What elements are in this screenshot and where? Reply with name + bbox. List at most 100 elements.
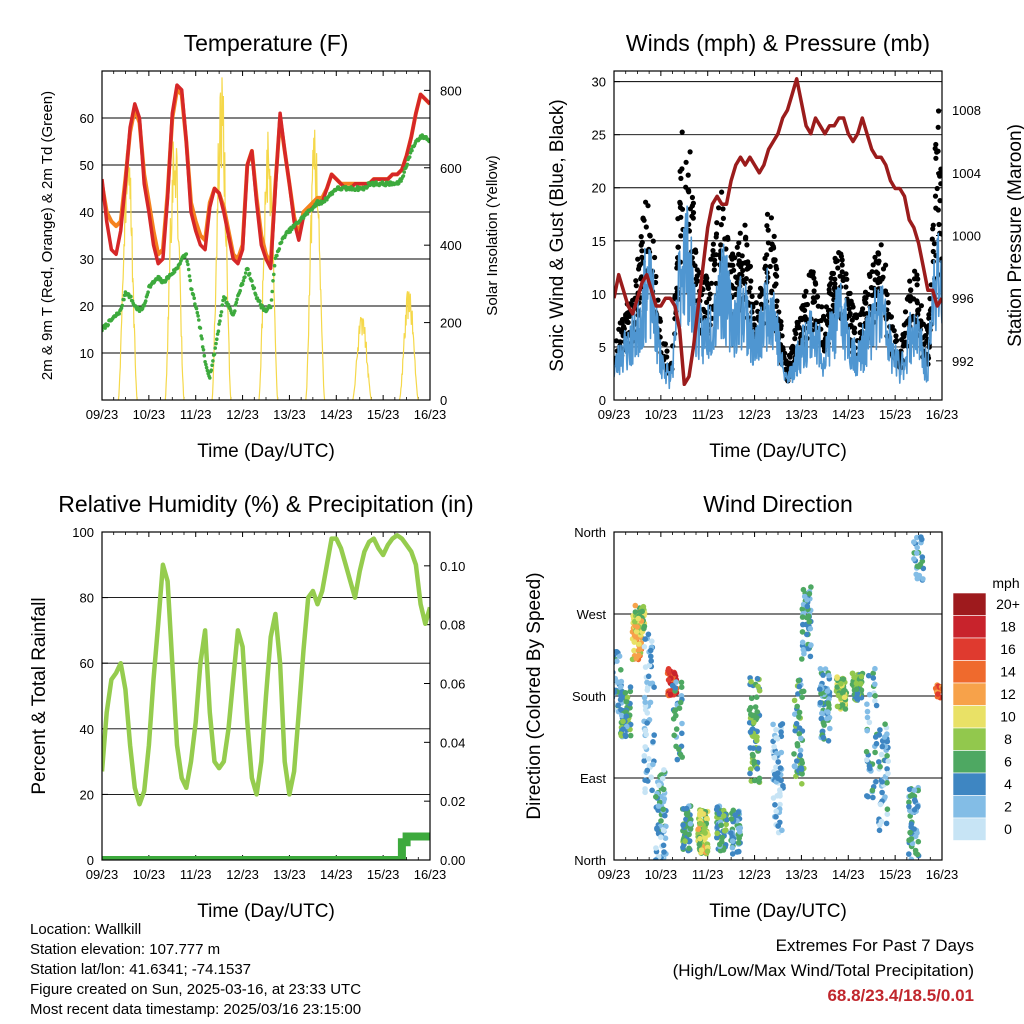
direction-point [687, 821, 694, 827]
y2-tick-label: 0.10 [440, 559, 465, 574]
extremes-box: Extremes For Past 7 Days (High/Low/Max W… [673, 933, 974, 1008]
gust-point [883, 262, 889, 268]
direction-point [914, 575, 921, 582]
gust-point [823, 304, 830, 310]
gust-point [711, 261, 718, 268]
gust-point [801, 293, 808, 299]
direction-point [719, 834, 726, 841]
gust-point [736, 240, 742, 246]
x-tick-label: 12/23 [738, 867, 771, 882]
direction-point [660, 842, 667, 849]
gust-point [863, 295, 869, 301]
gust-point [914, 298, 920, 304]
gust-point [811, 275, 817, 281]
dewpoint-point [243, 271, 248, 275]
direction-point [870, 675, 877, 681]
direction-point [756, 745, 762, 752]
direction-point [756, 775, 763, 782]
direction-point [641, 753, 648, 759]
direction-point [735, 809, 742, 815]
x-tick-label: 12/23 [226, 867, 259, 882]
direction-point [799, 656, 805, 662]
direction-point [799, 781, 805, 787]
y-tick-label: North [574, 525, 606, 540]
direction-point [659, 775, 666, 782]
direction-point [678, 679, 685, 686]
dewpoint-point [106, 323, 110, 327]
gust-point [803, 288, 809, 294]
dewpoint-point [140, 306, 145, 311]
gust-point [751, 316, 757, 322]
direction-point [820, 734, 827, 741]
gust-point [639, 248, 645, 254]
insolation-line [398, 291, 419, 400]
y2-tick-label: 0 [440, 393, 447, 408]
direction-point [909, 791, 916, 798]
direction-point [618, 667, 624, 673]
direction-point [826, 714, 833, 721]
colorbar-swatch [952, 682, 987, 706]
y-tick-label: East [580, 771, 606, 786]
direction-point [677, 699, 684, 706]
dewpoint-point [187, 274, 192, 278]
direction-point [642, 744, 648, 750]
direction-point [824, 688, 831, 694]
direction-point [674, 756, 681, 763]
extremes-values: 68.8/23.4/18.5/0.01 [827, 986, 974, 1005]
direction-point [754, 766, 761, 772]
direction-point [884, 766, 890, 772]
insolation-line [305, 129, 326, 400]
direction-point [698, 847, 705, 853]
direction-point [650, 739, 656, 745]
gust-point [813, 281, 819, 287]
direction-point [879, 789, 885, 796]
direction-point [729, 838, 736, 844]
dewpoint-point [271, 279, 275, 283]
gust-point [880, 266, 887, 272]
direction-point [778, 749, 785, 756]
direction-point [882, 794, 888, 800]
direction-point [941, 691, 942, 693]
direction-point [864, 757, 870, 763]
direction-point [729, 845, 736, 851]
gust-point [678, 233, 684, 239]
colorbar-swatch [952, 615, 987, 639]
gust-point [759, 291, 765, 297]
direction-point [653, 845, 659, 851]
dewpoint-point [272, 272, 276, 277]
gust-point [830, 270, 837, 277]
direction-point [716, 810, 723, 817]
direction-point [906, 851, 912, 857]
direction-point [641, 644, 648, 650]
direction-point [642, 789, 648, 796]
direction-point [794, 758, 800, 764]
direction-point [864, 727, 870, 734]
y-tick-label: 100 [72, 525, 94, 540]
direction-point [827, 725, 833, 732]
gust-point [672, 295, 678, 301]
gust-point [787, 354, 793, 360]
direction-point [750, 745, 757, 751]
gust-point [687, 149, 693, 155]
x-tick-label: 15/23 [367, 867, 400, 882]
direction-point [834, 703, 841, 710]
gust-point [653, 273, 659, 280]
direction-point [655, 803, 662, 809]
direction-point [804, 603, 811, 610]
station-info: Location: Wallkill Station elevation: 10… [30, 920, 361, 1020]
colorbar-swatch [952, 592, 987, 616]
direction-point [872, 698, 878, 704]
dewpoint-point [209, 368, 214, 373]
direction-point [644, 710, 651, 716]
colorbar-label: 16 [1000, 641, 1016, 657]
gust-point [689, 194, 696, 201]
direction-point [703, 816, 710, 822]
gust-point [884, 291, 890, 298]
gust-point [772, 257, 778, 264]
direction-point [872, 749, 878, 756]
gust-point [772, 271, 779, 278]
extremes-title: Extremes For Past 7 Days [775, 936, 974, 955]
gust-point [869, 292, 876, 298]
direction-point [911, 826, 917, 832]
gust-point [765, 240, 772, 246]
